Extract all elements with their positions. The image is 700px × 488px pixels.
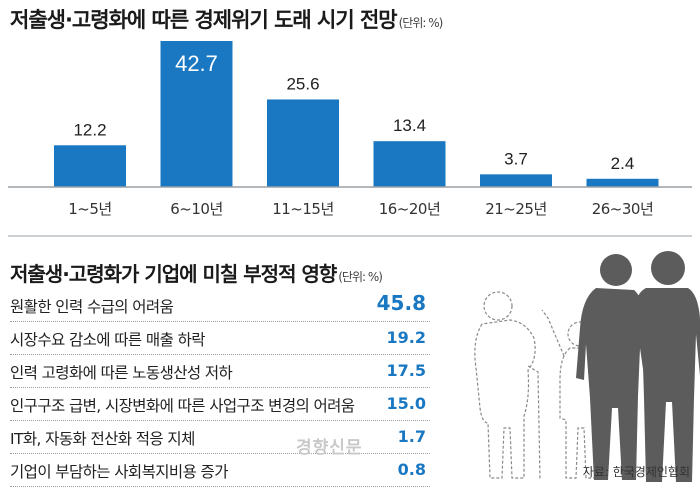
impact-row-label: 원활한 인력 수급의 어려움 [10, 298, 174, 316]
impact-row-label: 인력 고령화에 따른 노동생산성 저하 [10, 364, 233, 382]
impact-row-value: 1.7 [397, 427, 426, 446]
impact-row: 시장수요 감소에 따른 매출 하락 19.2 [10, 322, 430, 355]
impact-row-value: 19.2 [386, 328, 426, 347]
x-tick-label: 1~5년 [68, 200, 111, 218]
impact-row-label: 인구구조 급변, 시장변화에 따른 사업구조 변경의 어려움 [10, 397, 355, 415]
bar-3 [267, 99, 339, 187]
bar-value-label: 42.7 [175, 51, 218, 76]
bar-2 [160, 41, 233, 187]
bar-1 [54, 145, 126, 187]
bar-chart-crisis-timing: 12.2 1~5년 42.7 6~10년 25.6 11~15년 13.4 16~20년 3.7… [8, 41, 692, 237]
bar-6 [586, 178, 659, 187]
chart-title-timing-text: 저출생·고령화에 따른 경제위기 도래 시기 전망 [10, 8, 398, 32]
bar-value-label: 13.4 [393, 116, 426, 135]
chart-unit-timing: (단위: %) [398, 16, 444, 30]
impact-row: 인력 고령화에 따른 노동생산성 저하 17.5 [10, 355, 430, 388]
chart-title-timing: 저출생·고령화에 따른 경제위기 도래 시기 전망 (단위: %) [10, 4, 444, 34]
impact-row: 인구구조 급변, 시장변화에 따른 사업구조 변경의 어려움 15.0 [10, 388, 430, 421]
bar-value-label: 3.7 [504, 149, 528, 168]
chart-unit-impact: (단위: %) [338, 270, 383, 284]
bar-value-label: 2.4 [611, 154, 635, 173]
impact-row: 기업이 부담하는 사회복지비용 증가 0.8 [10, 454, 430, 487]
x-tick-label: 26~30년 [592, 200, 654, 218]
bar-5 [480, 174, 552, 187]
impact-row-value: 45.8 [376, 291, 426, 315]
x-tick-label: 21~25년 [485, 200, 547, 218]
watermark: 경향신문 [296, 438, 363, 458]
impact-list: 원활한 인력 수급의 어려움 45.8 시장수요 감소에 따른 매출 하락 19.2 인… [10, 289, 430, 487]
x-tick-label: 6~10년 [170, 200, 223, 218]
impact-row-label: 시장수요 감소에 따른 매출 하락 [10, 331, 205, 349]
chart-title-impact-text: 저출생·고령화가 기업에 미칠 부정적 영향 [10, 262, 337, 286]
chart-title-impact: 저출생·고령화가 기업에 미칠 부정적 영향 (단위: %) [10, 258, 383, 287]
impact-row-value: 17.5 [386, 361, 426, 380]
x-tick-label: 16~20년 [379, 200, 441, 218]
bar-value-label: 12.2 [73, 120, 106, 139]
impact-row-value: 0.8 [397, 460, 426, 479]
impact-row: IT화, 자동화 전산화 적응 지체 1.7 [10, 421, 430, 454]
source-credit: 자료: 한국경제인협회 [582, 465, 690, 479]
impact-row-label: 기업이 부담하는 사회복지비용 증가 [10, 463, 228, 481]
bar-4 [373, 141, 446, 187]
impact-row: 원활한 인력 수급의 어려움 45.8 [10, 289, 430, 322]
impact-row-label: IT화, 자동화 전산화 적응 지체 [10, 430, 195, 448]
impact-row-value: 15.0 [386, 394, 426, 413]
x-tick-label: 11~15년 [272, 200, 334, 218]
bar-value-label: 25.6 [286, 74, 319, 93]
family-silhouette-illustration [474, 251, 700, 482]
